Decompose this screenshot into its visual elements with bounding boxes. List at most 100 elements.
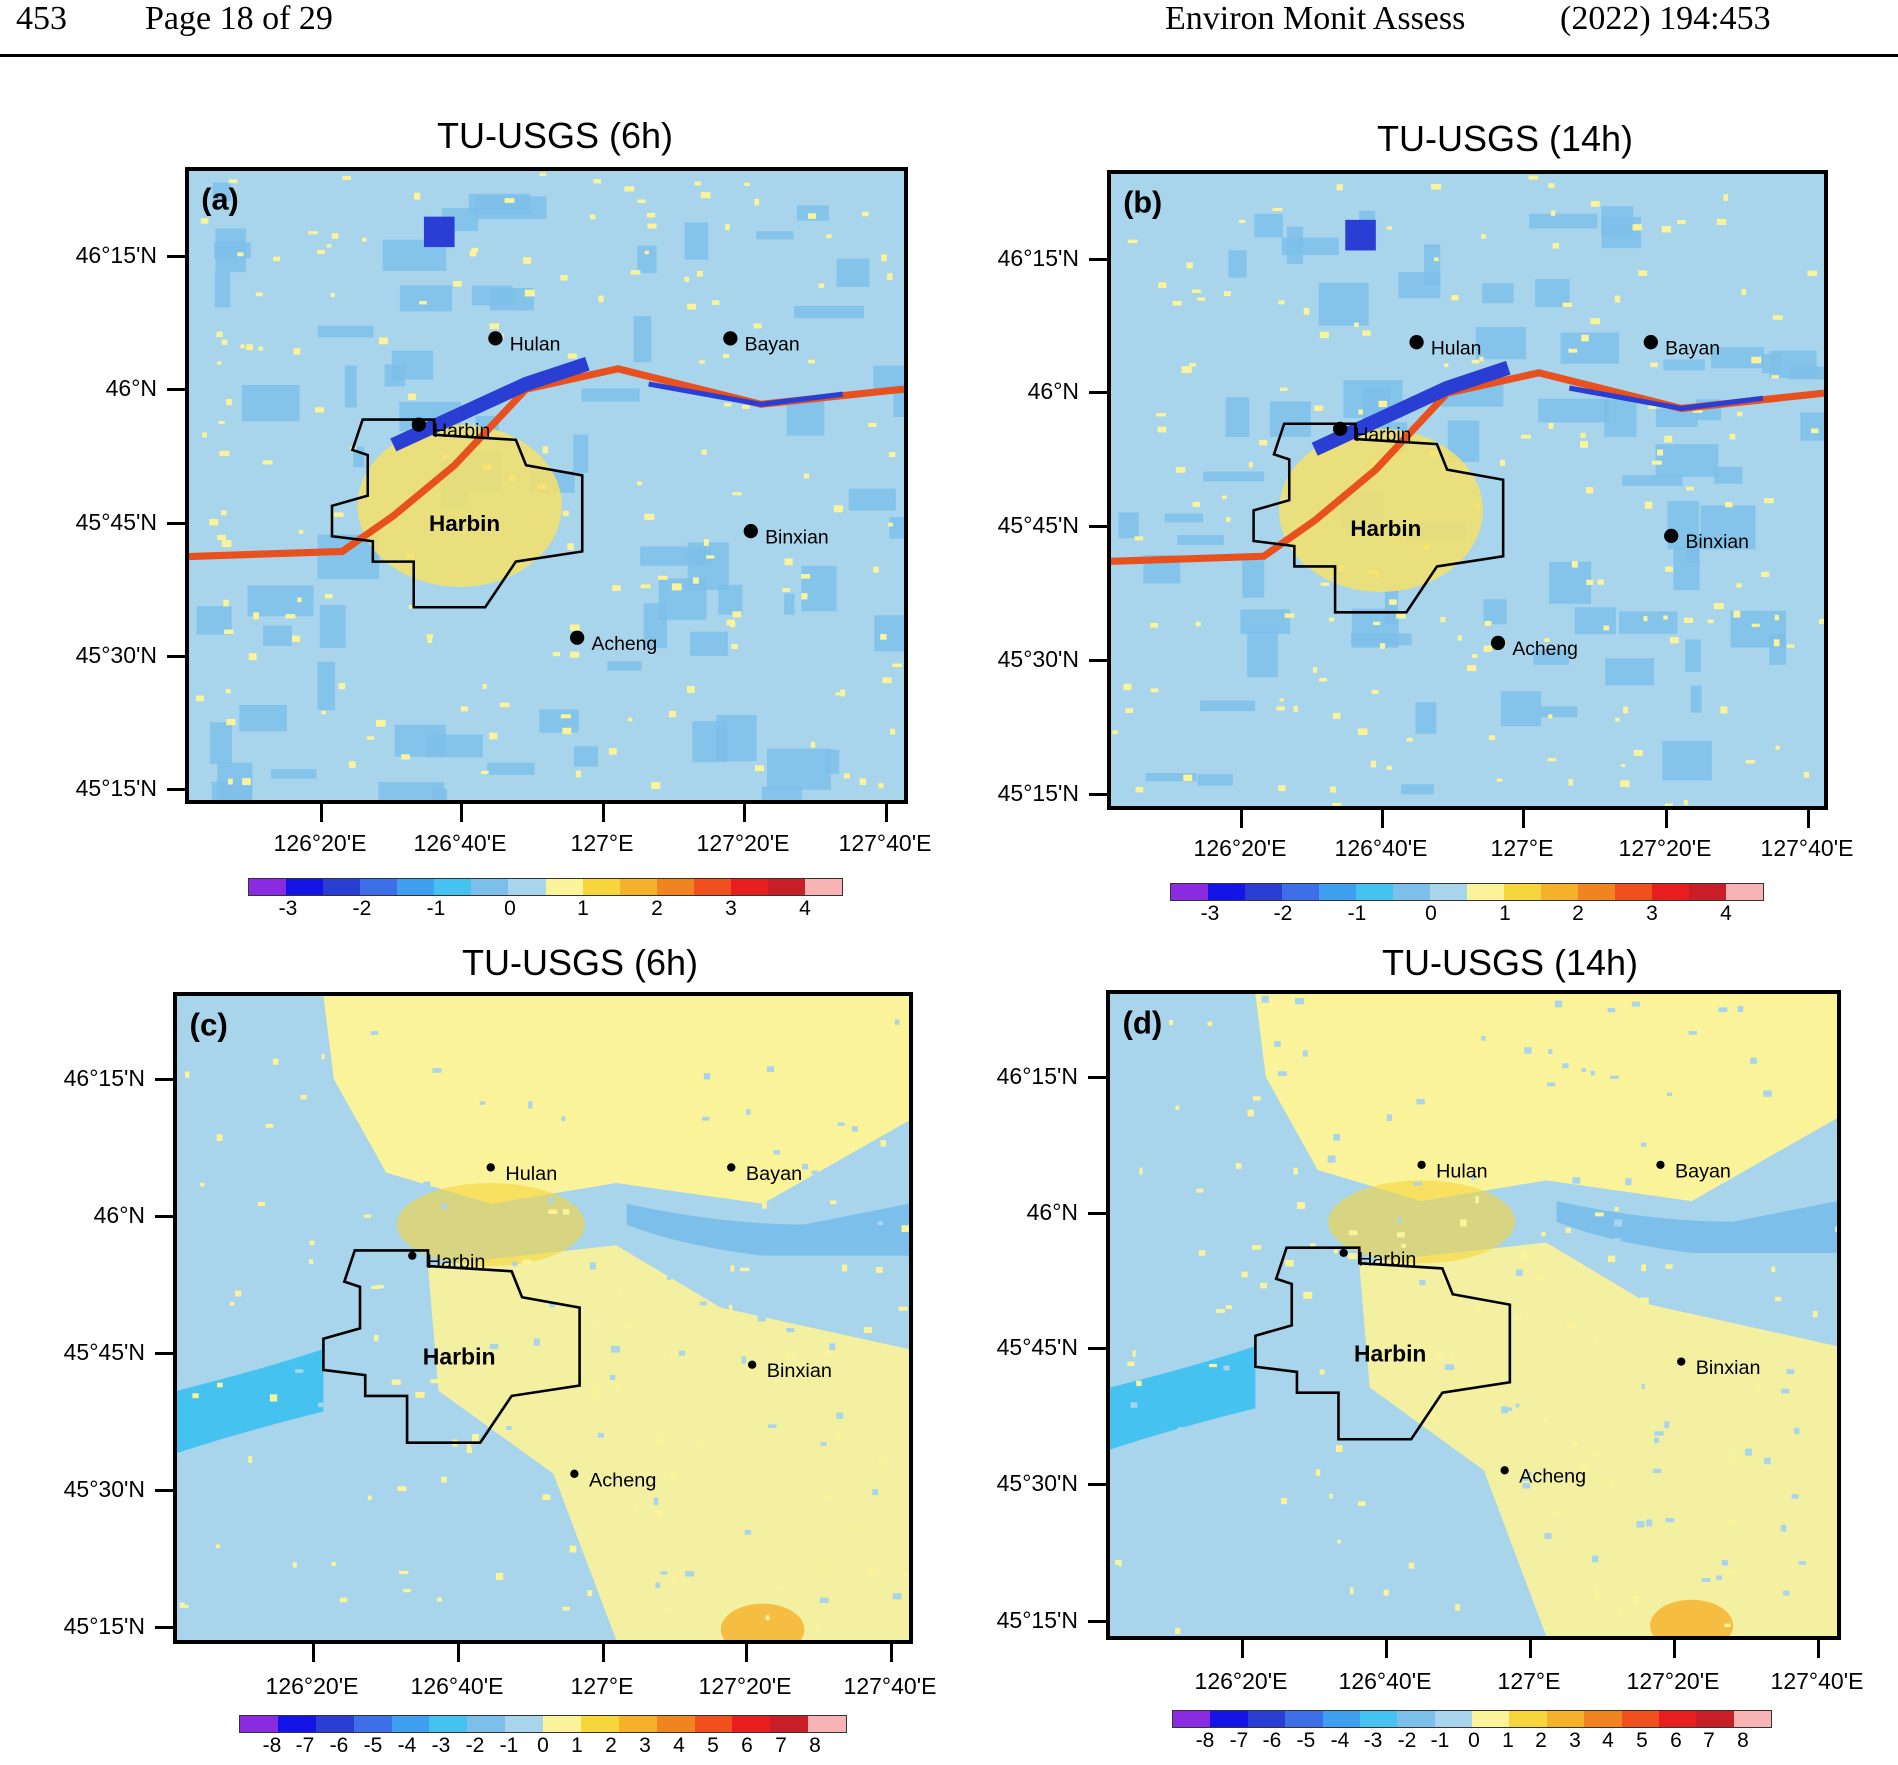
- colorbar-swatch: [323, 879, 361, 895]
- x-tick-d-3: [1673, 1640, 1676, 1658]
- colorbar-label-a-3: 0: [504, 897, 516, 920]
- x-tick-a-0: [320, 804, 323, 822]
- colorbar-swatch: [1621, 1711, 1659, 1727]
- map-canvas-c: Hulan Bayan Harbin Binxian Acheng Harbin (c): [177, 996, 909, 1640]
- colorbar-label-d-5: -3: [1363, 1729, 1383, 1752]
- place-dot-bayan: [1643, 335, 1658, 350]
- place-dot-acheng: [570, 1469, 579, 1478]
- place-label-bayan: Bayan: [746, 1163, 802, 1185]
- colorbar-swatch: [619, 879, 657, 895]
- map-canvas-b: Hulan Bayan Harbin Binxian Acheng Harbin (b): [1111, 174, 1824, 806]
- place-dot-bayan: [1656, 1160, 1665, 1169]
- y-label-d-0: 46°15'N: [996, 1063, 1078, 1089]
- colorbar-label-b-5: 2: [1572, 902, 1584, 925]
- colorbar-label-c-12: 4: [673, 1734, 685, 1757]
- colorbar-label-c-0: -8: [262, 1734, 282, 1757]
- y-tick-b-1: [1089, 391, 1107, 394]
- colorbar-swatch: [808, 1716, 846, 1732]
- colorbar-swatch: [656, 1716, 695, 1732]
- region-label-harbin: Harbin: [429, 511, 500, 536]
- place-label-bayan: Bayan: [1665, 337, 1720, 359]
- x-label-d-0: 126°20'E: [1194, 1668, 1288, 1694]
- y-tick-a-3: [167, 655, 185, 658]
- place-dot-bayan: [727, 1163, 736, 1172]
- x-tick-d-4: [1817, 1640, 1820, 1658]
- place-label-acheng: Acheng: [589, 1469, 656, 1491]
- y-tick-b-0: [1089, 258, 1107, 261]
- y-tick-a-2: [167, 522, 185, 525]
- x-tick-a-2: [602, 804, 605, 822]
- y-label-a-2: 45°45'N: [75, 509, 157, 535]
- colorbar-swatch: [730, 879, 768, 895]
- colorbar-swatch: [315, 1716, 354, 1732]
- colorbar-swatch: [1393, 884, 1430, 900]
- colorbar-label-a-6: 3: [725, 897, 737, 920]
- place-dot-hulan: [1417, 1160, 1426, 1169]
- x-label-d-1: 126°40'E: [1338, 1668, 1432, 1694]
- panel-title-c: TU-USGS (6h): [461, 942, 699, 983]
- header-rule: [0, 54, 1898, 57]
- colorbar-c: [239, 1715, 847, 1733]
- map-panel-c: Hulan Bayan Harbin Binxian Acheng Harbin (c): [173, 992, 913, 1644]
- colorbar-swatch: [429, 1716, 468, 1732]
- colorbar-label-d-12: 4: [1602, 1729, 1614, 1752]
- place-dot-binxian: [743, 524, 758, 539]
- colorbar-swatch: [1726, 884, 1763, 900]
- colorbar-swatch: [1245, 884, 1282, 900]
- x-tick-d-1: [1385, 1640, 1388, 1658]
- x-tick-c-0: [312, 1644, 315, 1662]
- colorbar-label-b-7: 4: [1720, 902, 1732, 925]
- colorbar-swatch: [618, 1716, 657, 1732]
- colorbar-label-d-3: -5: [1296, 1729, 1316, 1752]
- x-tick-c-4: [890, 1644, 893, 1662]
- colorbar-label-c-10: 2: [605, 1734, 617, 1757]
- colorbar-swatch: [1171, 884, 1208, 900]
- colorbar-label-c-7: -1: [499, 1734, 519, 1757]
- place-label-hulan: Hulan: [1431, 337, 1482, 359]
- place-label-bayan: Bayan: [745, 334, 800, 356]
- colorbar-label-d-1: -7: [1229, 1729, 1249, 1752]
- colorbar-swatch: [767, 879, 805, 895]
- colorbar-swatch: [694, 1716, 733, 1732]
- map-canvas-a: Hulan Bayan Harbin Binxian Acheng Harbin (a): [189, 171, 904, 800]
- panel-title-d: TU-USGS (14h): [1381, 942, 1639, 983]
- colorbar-swatch: [1615, 884, 1652, 900]
- colorbar-swatch: [1578, 884, 1615, 900]
- colorbar-swatch: [1504, 884, 1541, 900]
- place-dot-harbin_city: [408, 1251, 417, 1260]
- colorbar-swatch: [1208, 884, 1245, 900]
- place-dot-binxian: [1677, 1357, 1686, 1366]
- map-panel-b: Hulan Bayan Harbin Binxian Acheng Harbin (b): [1107, 170, 1828, 810]
- place-label-acheng: Acheng: [1512, 638, 1578, 660]
- x-tick-c-3: [745, 1644, 748, 1662]
- y-label-b-1: 46°N: [1027, 378, 1079, 404]
- colorbar-swatch: [732, 1716, 771, 1732]
- colorbar-swatch: [240, 1716, 278, 1732]
- map-panel-d: Hulan Bayan Harbin Binxian Acheng Harbin (d): [1106, 990, 1841, 1640]
- place-label-acheng: Acheng: [1519, 1466, 1586, 1488]
- colorbar-label-c-11: 3: [639, 1734, 651, 1757]
- colorbar-swatch: [1247, 1711, 1286, 1727]
- colorbar-swatch: [1322, 1711, 1360, 1727]
- place-dot-acheng: [1490, 635, 1506, 651]
- colorbar-swatch: [249, 879, 287, 895]
- y-label-c-1: 46°N: [93, 1202, 145, 1228]
- colorbar-label-b-2: -1: [1347, 902, 1367, 925]
- y-label-a-1: 46°N: [105, 375, 157, 401]
- x-tick-a-1: [460, 804, 463, 822]
- colorbar-label-a-4: 1: [577, 897, 589, 920]
- place-dot-hulan: [1409, 335, 1424, 350]
- colorbar-swatch: [770, 1716, 809, 1732]
- region-label-harbin: Harbin: [1350, 516, 1421, 541]
- y-tick-b-3: [1089, 659, 1107, 662]
- colorbar-swatch: [1696, 1711, 1734, 1727]
- colorbar-label-d-15: 7: [1703, 1729, 1715, 1752]
- y-tick-c-0: [155, 1078, 173, 1081]
- colorbar-swatch: [1319, 884, 1356, 900]
- colorbar-swatch: [360, 879, 398, 895]
- y-tick-d-1: [1088, 1212, 1106, 1215]
- x-label-d-3: 127°20'E: [1626, 1668, 1720, 1694]
- colorbar-label-d-9: 1: [1502, 1729, 1514, 1752]
- colorbar-swatch: [505, 1716, 543, 1732]
- y-label-c-0: 46°15'N: [63, 1065, 145, 1091]
